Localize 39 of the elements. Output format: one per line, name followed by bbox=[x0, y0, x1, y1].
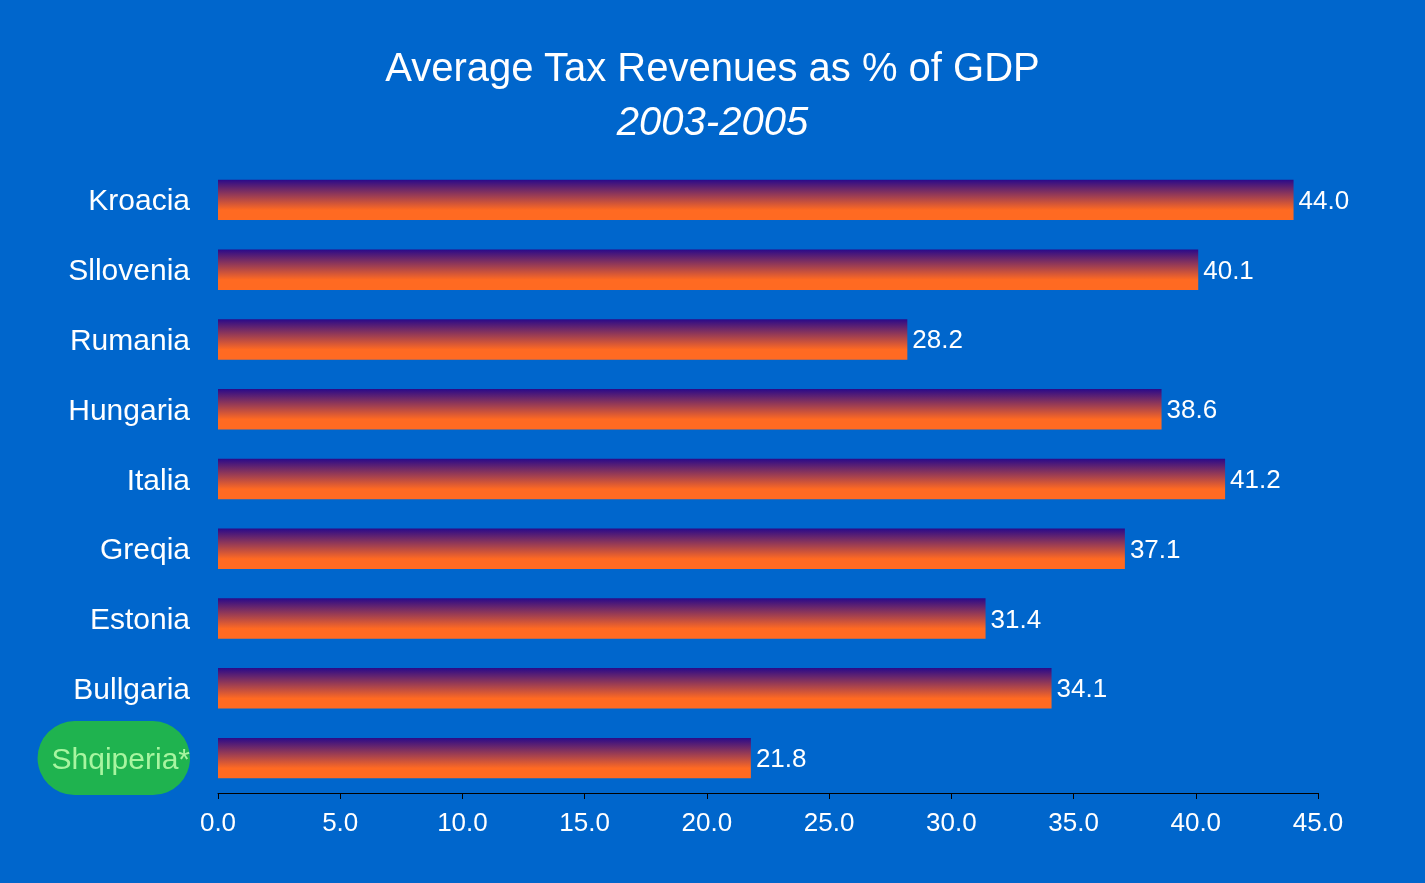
y-tick-label: Sllovenia bbox=[68, 253, 191, 287]
data-label: 34.1 bbox=[1056, 673, 1108, 704]
data-label: 41.2 bbox=[1230, 464, 1281, 494]
data-label: 28.2 bbox=[912, 324, 963, 355]
data-label: 21.8 bbox=[755, 743, 807, 774]
x-tick-label: 35.0 bbox=[1048, 807, 1099, 837]
data-label: 38.6 bbox=[1166, 394, 1218, 425]
x-tick-label: 10.0 bbox=[437, 807, 488, 837]
x-tick-label: 5.0 bbox=[322, 807, 359, 837]
data-label: 37.1 bbox=[1129, 533, 1181, 564]
y-tick-label: Shqiperia* bbox=[51, 741, 191, 775]
bar bbox=[218, 249, 1199, 290]
data-label: 40.1 bbox=[1203, 254, 1254, 285]
y-tick-label: Estonia bbox=[89, 602, 191, 636]
bar bbox=[218, 598, 986, 639]
chart-title: Average Tax Revenues as % of GDP bbox=[385, 45, 1040, 89]
y-tick-label: Kroacia bbox=[88, 183, 191, 217]
bar bbox=[218, 737, 751, 779]
x-tick-label: 30.0 bbox=[926, 807, 977, 837]
bar bbox=[218, 179, 1294, 221]
y-tick-label: Bullgaria bbox=[73, 671, 191, 705]
x-tick-label: 0.0 bbox=[199, 807, 237, 837]
bar bbox=[218, 528, 1125, 570]
y-tick-label: Greqia bbox=[99, 532, 191, 566]
bar bbox=[218, 319, 908, 360]
x-tick-label: 25.0 bbox=[803, 807, 855, 837]
x-tick-label: 15.0 bbox=[559, 807, 610, 837]
bar bbox=[218, 668, 1052, 709]
x-tick-label: 40.0 bbox=[1170, 807, 1222, 837]
bar bbox=[218, 388, 1162, 430]
data-label: 44.0 bbox=[1298, 184, 1350, 215]
y-tick-label: Hungaria bbox=[68, 392, 191, 426]
y-tick-label: Rumania bbox=[69, 322, 191, 356]
bar bbox=[218, 458, 1226, 500]
x-tick-label: 45.0 bbox=[1292, 807, 1344, 837]
x-tick-label: 20.0 bbox=[681, 807, 733, 837]
chart-subtitle: 2003-2005 bbox=[615, 99, 809, 143]
data-label: 31.4 bbox=[990, 603, 1042, 634]
y-tick-label: Italia bbox=[126, 462, 191, 496]
